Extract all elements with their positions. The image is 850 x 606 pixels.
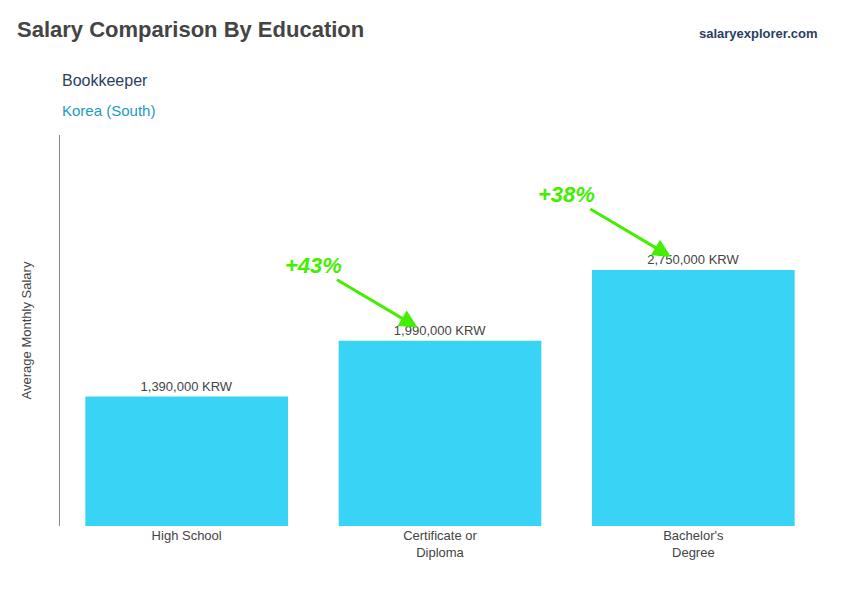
svg-text:2,750,000 KRW: 2,750,000 KRW (647, 252, 739, 267)
svg-text:High School: High School (152, 528, 222, 543)
svg-text:Certificate orDiploma: Certificate orDiploma (403, 528, 477, 560)
svg-text:salaryexplorer.com: salaryexplorer.com (699, 26, 818, 41)
svg-text:Salary Comparison By Education: Salary Comparison By Education (17, 17, 364, 42)
svg-text:+43%: +43% (285, 253, 342, 278)
svg-text:1,990,000 KRW: 1,990,000 KRW (394, 323, 486, 338)
svg-text:Bookkeeper: Bookkeeper (62, 72, 148, 89)
svg-text:Average Monthly Salary: Average Monthly Salary (19, 261, 34, 399)
svg-text:Korea (South): Korea (South) (62, 102, 155, 119)
svg-text:+38%: +38% (538, 182, 595, 207)
svg-text:1,390,000 KRW: 1,390,000 KRW (141, 379, 233, 394)
svg-text:Bachelor'sDegree: Bachelor'sDegree (663, 528, 724, 560)
